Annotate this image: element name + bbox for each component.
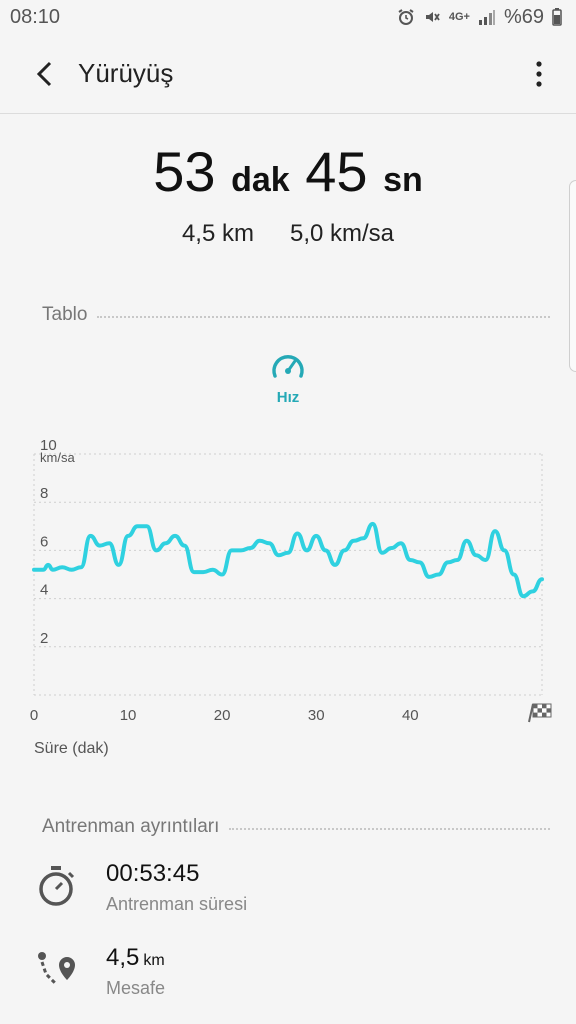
details-section-header: Antrenman ayrıntıları [42,816,550,838]
battery-level: %69 [503,5,544,28]
y-axis-label: km/sa [40,450,75,465]
summary-stats: 4,5 km 5,0 km/sa [0,220,576,248]
y-tick-label: 10 [40,440,57,454]
back-button[interactable] [14,44,74,104]
mute-icon [425,12,440,22]
distance-value-line: 4,5 km [106,944,165,972]
y-tick-label: 6 [40,533,48,550]
status-bar: 08:10 4G+ %69 [0,0,576,34]
chart-section-title: Tablo [42,304,88,325]
distance-unit: km [143,952,165,969]
summary-speed: 5,0 km/sa [289,220,395,247]
distance-value: 4,5 [106,944,140,971]
details-section-title: Antrenman ayrıntıları [42,816,220,837]
route-pin-icon [30,944,82,996]
duration-seconds-unit: sn [383,161,423,199]
section-divider [97,316,550,318]
distance-detail: 4,5 km Mesafe [30,944,550,999]
x-tick-label: 40 [402,707,419,724]
battery-icon [552,8,562,26]
app-bar: Yürüyüş [0,34,576,114]
duration-minutes-unit: dak [231,161,290,199]
status-icons: 4G+ %69 [397,6,562,29]
speed-chart: km/sa 2 4 6 8 10 0 10 20 30 40 [30,440,552,724]
distance-caption: Mesafe [106,978,166,998]
chart-section-header: Tablo [42,304,550,326]
total-duration: 53 dak 45 sn [0,140,576,212]
x-tick-label: 0 [30,707,38,724]
y-tick-label: 8 [40,485,48,502]
speed-metric-label: Hız [276,389,300,406]
y-tick-label: 2 [40,630,48,647]
workout-summary: 53 dak 45 sn 4,5 km 5,0 km/sa [0,140,576,248]
speed-metric-button[interactable]: Hız [238,352,338,406]
x-tick-label: 30 [308,707,325,724]
more-vertical-icon [536,61,542,87]
speed-series-line [32,521,544,599]
duration-caption: Antrenman süresi [106,894,248,914]
page-title: Yürüyüş [78,58,174,88]
duration-value: 00:53:45 [106,860,200,887]
signal-icon [478,10,495,25]
status-time: 08:10 [10,5,61,28]
speedometer-icon [272,355,304,378]
x-tick-label: 10 [120,707,137,724]
stopwatch-icon [30,860,82,912]
y-tick-label: 4 [40,582,48,599]
x-axis-label: Süre (dak) [34,740,109,757]
x-tick-label: 20 [214,707,231,724]
alarm-icon [398,9,414,25]
duration-detail: 00:53:45 Antrenman süresi [30,860,550,915]
duration-seconds: 45 [305,140,368,203]
section-divider [229,828,550,830]
side-panel-handle[interactable] [569,180,576,372]
more-options-button[interactable] [524,56,554,92]
back-arrow-icon [36,61,52,86]
duration-minutes: 53 [153,140,216,203]
finish-flag-icon [528,703,552,723]
summary-distance: 4,5 km [181,220,254,247]
network-type: 4G+ [448,11,470,23]
